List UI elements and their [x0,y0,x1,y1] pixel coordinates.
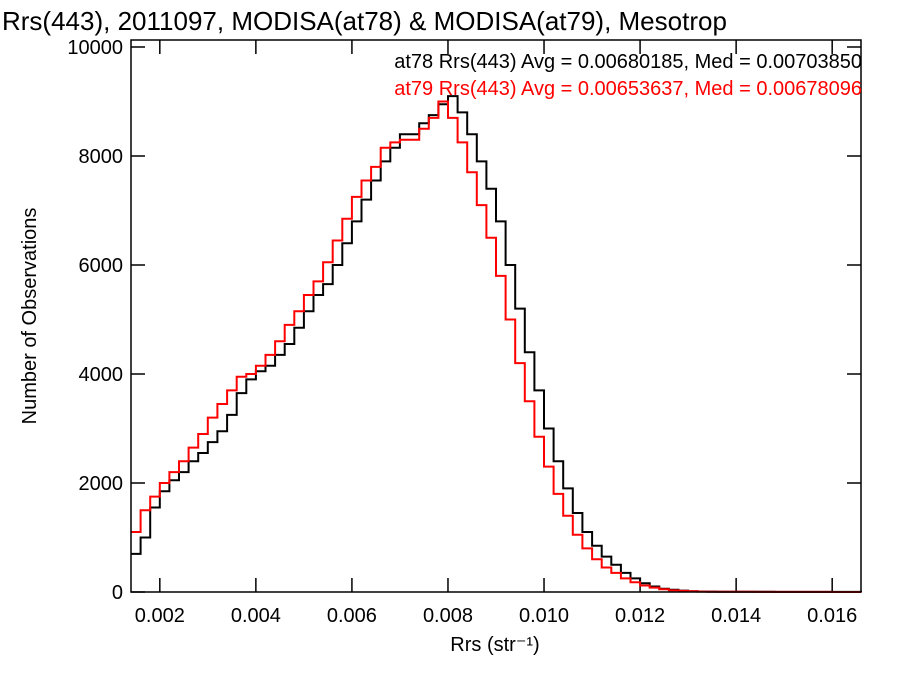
y-tick-label: 2000 [79,473,124,495]
x-tick-label: 0.010 [519,605,569,627]
y-tick-label: 10000 [67,37,123,59]
y-tick-label: 4000 [79,364,124,386]
series-line-at78 [131,95,862,593]
series-line-at79 [131,100,861,593]
x-axis-label: Rrs (str⁻¹) [450,634,539,656]
x-tick-label: 0.002 [135,605,185,627]
x-tick-label: 0.016 [807,605,857,627]
x-tick-label: 0.004 [231,605,281,627]
y-tick-label: 6000 [79,255,124,277]
chart-title: Rrs(443), 2011097, MODISA(at78) & MODISA… [2,6,727,36]
plot-frame [130,39,862,593]
x-tick-label: 0.008 [423,605,473,627]
x-tick-label: 0.012 [615,605,665,627]
series-layer [131,95,862,593]
x-tick-label: 0.006 [327,605,377,627]
y-tick-label: 0 [112,582,123,604]
x-tick-label: 0.014 [711,605,761,627]
x-axis-ticks: 0.002 0.004 0.006 0.008 0.010 0.012 0.014 0.016 [135,40,857,627]
legend-entry-at79: at79 Rrs(443) Avg = 0.00653637, Med = 0.… [394,78,862,100]
y-axis-label: Number of Observations [19,208,41,425]
y-axis-ticks: 0 2000 4000 6000 8000 10000 [67,37,861,604]
legend-entry-at78: at78 Rrs(443) Avg = 0.00680185, Med = 0.… [394,51,862,73]
y-tick-label: 8000 [79,146,124,168]
